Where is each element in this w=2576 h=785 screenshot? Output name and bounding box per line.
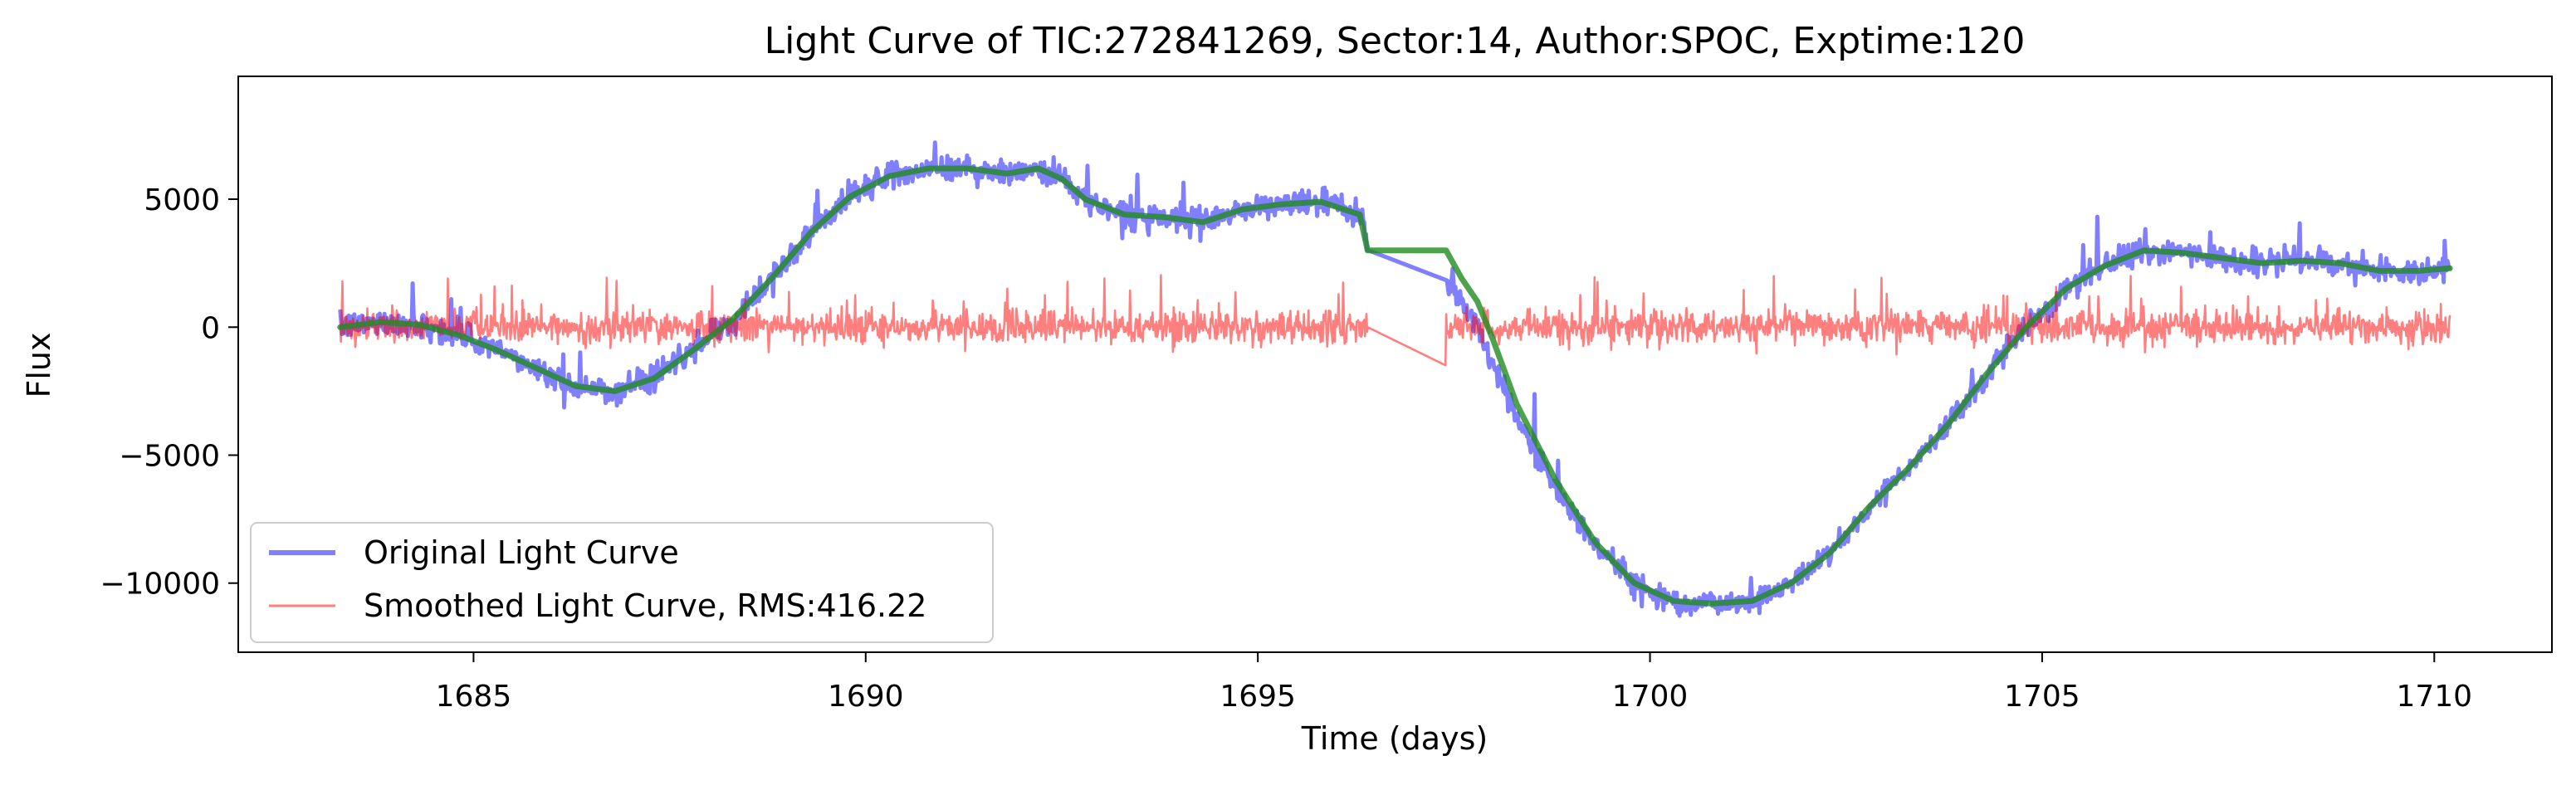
x-tick-label: 1700 xyxy=(1612,680,1689,714)
legend: Original Light Curve Smoothed Light Curv… xyxy=(250,522,994,643)
series-original-light-curve xyxy=(338,140,2451,618)
x-tick-label: 1685 xyxy=(436,680,512,714)
chart-title: Light Curve of TIC:272841269, Sector:14,… xyxy=(765,20,2026,62)
y-axis-ticks: −10000 −5000 0 5000 xyxy=(100,183,238,602)
x-tick-label: 1690 xyxy=(828,680,904,714)
y-tick-label: −5000 xyxy=(119,439,220,473)
plot-frame xyxy=(237,76,2553,653)
x-tick-label: 1705 xyxy=(2004,680,2080,714)
x-tick-label: 1695 xyxy=(1220,680,1296,714)
y-tick-label: 5000 xyxy=(144,183,220,217)
legend-label-original: Original Light Curve xyxy=(364,534,679,571)
series-trend-line xyxy=(337,165,2453,607)
y-tick-label: −10000 xyxy=(100,568,220,602)
series-smoothed-light-curve xyxy=(339,274,2451,367)
x-tick-label: 1710 xyxy=(2396,680,2472,714)
x-axis-ticks: 1685 1690 1695 1700 1705 1710 xyxy=(436,652,2472,714)
y-tick-label: 0 xyxy=(201,311,220,345)
series-layer xyxy=(337,140,2453,618)
legend-box xyxy=(250,522,994,643)
y-axis-label: Flux xyxy=(21,333,57,398)
x-axis-label: Time (days) xyxy=(1301,720,1488,757)
legend-label-smoothed: Smoothed Light Curve, RMS:416.22 xyxy=(364,588,926,624)
